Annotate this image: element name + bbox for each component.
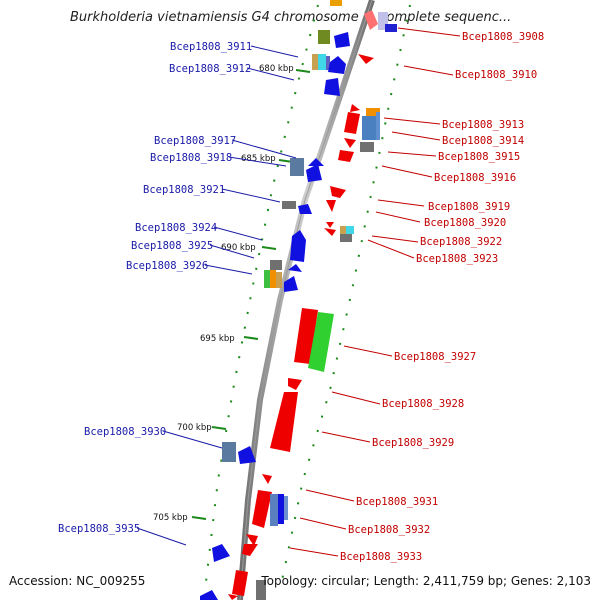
gene-feature-top — [330, 0, 397, 32]
gene-3921 — [282, 201, 312, 214]
gene-label[interactable]: Bcep1808_3928 — [382, 398, 464, 410]
gene-3913 — [344, 104, 380, 140]
gene-3927 — [294, 308, 334, 372]
gene-label[interactable]: Bcep1808_3920 — [424, 217, 506, 229]
right-label-3931[interactable]: Bcep1808_3931 — [305, 489, 438, 508]
gene-label[interactable]: Bcep1808_3924 — [135, 222, 217, 234]
gene-3912 — [312, 54, 346, 96]
gene-feature-bottom — [200, 570, 266, 600]
gene-label[interactable]: Bcep1808_3926 — [126, 260, 208, 272]
gene-label[interactable]: Bcep1808_3929 — [372, 437, 454, 449]
gene-label[interactable]: Bcep1808_3911 — [170, 41, 252, 53]
gene-label[interactable]: Bcep1808_3935 — [58, 523, 140, 535]
genome-summary: Topology: circular; Length: 2,411,759 bp… — [261, 574, 591, 588]
kbp-tick-690: 690 kbp — [221, 243, 277, 253]
kbp-label: 705 kbp — [153, 513, 188, 523]
gene-3935 — [212, 544, 230, 562]
gene-3929 — [270, 392, 298, 452]
gene-label[interactable]: Bcep1808_3916 — [434, 172, 516, 184]
gene-label[interactable]: Bcep1808_3914 — [442, 135, 524, 147]
gene-label[interactable]: Bcep1808_3912 — [169, 63, 251, 75]
right-label-3920[interactable]: Bcep1808_3920 — [375, 211, 506, 229]
right-label-3914[interactable]: Bcep1808_3914 — [391, 131, 524, 147]
gene-3917 — [308, 158, 324, 166]
right-label-3908[interactable]: Bcep1808_3908 — [397, 27, 544, 43]
kbp-tick-695: 695 kbp — [200, 334, 259, 344]
right-label-3927[interactable]: Bcep1808_3927 — [343, 345, 476, 363]
gene-label[interactable]: Bcep1808_3910 — [455, 69, 537, 81]
gene-label[interactable]: Bcep1808_3923 — [416, 253, 498, 265]
left-label-3926[interactable]: Bcep1808_3926 — [126, 260, 253, 275]
gene-3911 — [318, 30, 350, 48]
gene-3920 — [326, 200, 336, 212]
right-label-3910[interactable]: Bcep1808_3910 — [403, 65, 537, 81]
kbp-tick-700: 700 kbp — [177, 423, 227, 433]
gene-label[interactable]: Bcep1808_3917 — [154, 135, 236, 147]
kbp-tick-705: 705 kbp — [153, 513, 207, 523]
kbp-label: 685 kbp — [241, 154, 276, 164]
right-label-3923[interactable]: Bcep1808_3923 — [367, 239, 498, 265]
accession-label: Accession: NC_009255 — [9, 574, 146, 588]
left-label-3935[interactable]: Bcep1808_3935 — [58, 523, 187, 546]
gene-3910 — [358, 54, 374, 64]
gene-label[interactable]: Bcep1808_3908 — [462, 31, 544, 43]
right-label-3929[interactable]: Bcep1808_3929 — [321, 431, 454, 449]
right-label-3919[interactable]: Bcep1808_3919 — [377, 199, 510, 213]
gene-label[interactable]: Bcep1808_3921 — [143, 184, 225, 196]
gene-3931 — [252, 474, 272, 528]
left-label-3912[interactable]: Bcep1808_3912 — [169, 63, 295, 81]
kbp-label: 695 kbp — [200, 334, 235, 344]
right-label-3913[interactable]: Bcep1808_3913 — [383, 117, 524, 131]
gene-label[interactable]: Bcep1808_3922 — [420, 236, 502, 248]
gene-3922 — [326, 222, 354, 242]
gene-label[interactable]: Bcep1808_3932 — [348, 524, 430, 536]
gene-3933 — [242, 534, 258, 556]
kbp-label: 690 kbp — [221, 243, 256, 253]
gene-3930 — [222, 442, 256, 464]
gene-3915 — [338, 150, 354, 162]
left-label-3918[interactable]: Bcep1808_3918 — [150, 152, 287, 167]
gene-label[interactable]: Bcep1808_3919 — [428, 201, 510, 213]
right-label-3915[interactable]: Bcep1808_3915 — [387, 151, 520, 163]
gene-3923 — [324, 228, 336, 236]
gene-3918 — [290, 158, 322, 182]
gene-3919 — [330, 186, 346, 198]
gene-label[interactable]: Bcep1808_3925 — [131, 240, 213, 252]
left-label-3924[interactable]: Bcep1808_3924 — [135, 222, 263, 241]
right-label-3928[interactable]: Bcep1808_3928 — [331, 391, 464, 410]
kbp-label: 680 kbp — [259, 64, 294, 74]
gene-label[interactable]: Bcep1808_3927 — [394, 351, 476, 363]
right-label-3933[interactable]: Bcep1808_3933 — [289, 547, 422, 563]
gene-3932 — [270, 494, 288, 526]
right-label-3932[interactable]: Bcep1808_3932 — [299, 517, 430, 536]
gene-3924 — [290, 230, 306, 262]
gene-label[interactable]: Bcep1808_3915 — [438, 151, 520, 163]
left-label-3917[interactable]: Bcep1808_3917 — [154, 135, 297, 159]
left-label-3921[interactable]: Bcep1808_3921 — [143, 184, 281, 203]
gene-label[interactable]: Bcep1808_3918 — [150, 152, 232, 164]
gene-label[interactable]: Bcep1808_3933 — [340, 551, 422, 563]
gene-3926 — [264, 260, 298, 292]
map-title: Burkholderia vietnamiensis G4 chromosome… — [70, 10, 512, 25]
right-label-3916[interactable]: Bcep1808_3916 — [381, 165, 516, 184]
left-label-3930[interactable]: Bcep1808_3930 — [84, 426, 223, 449]
kbp-label: 700 kbp — [177, 423, 212, 433]
gene-3925 — [288, 264, 302, 272]
gene-3914 — [344, 138, 374, 152]
left-label-3925[interactable]: Bcep1808_3925 — [131, 240, 255, 259]
left-label-3911[interactable]: Bcep1808_3911 — [170, 41, 299, 58]
gene-label[interactable]: Bcep1808_3913 — [442, 119, 524, 131]
kbp-tick-680: 680 kbp — [259, 64, 311, 74]
gene-3928 — [288, 378, 302, 390]
right-label-3922[interactable]: Bcep1808_3922 — [371, 235, 502, 248]
gene-label[interactable]: Bcep1808_3931 — [356, 496, 438, 508]
gene-label[interactable]: Bcep1808_3930 — [84, 426, 166, 438]
